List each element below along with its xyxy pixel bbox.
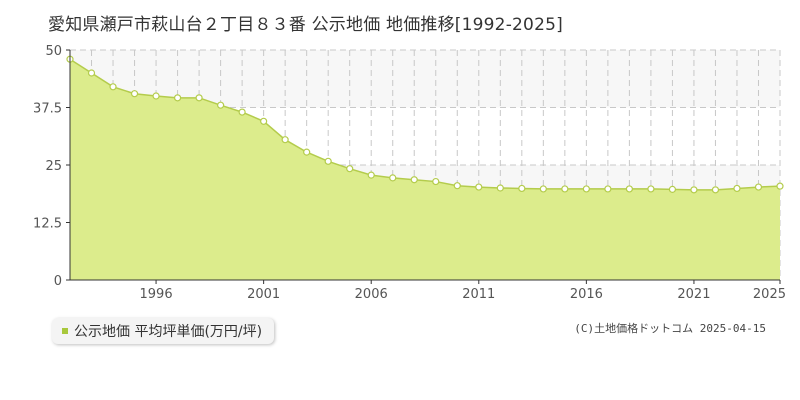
series-line: [69, 58, 781, 191]
data-point: [668, 185, 677, 193]
data-point: [625, 185, 633, 193]
data-point: [733, 184, 741, 193]
data-point: [604, 185, 612, 193]
data-point: [496, 184, 504, 192]
data-point: [130, 90, 139, 98]
legend-label: 公示地価 平均坪単価(万円/坪): [74, 324, 263, 340]
legend-swatch: [62, 328, 68, 334]
data-point: [173, 94, 182, 102]
y-tick-label: 12.5: [33, 217, 62, 232]
data-point: [561, 185, 569, 193]
data-point: [109, 83, 117, 91]
data-point: [453, 182, 461, 190]
data-point: [690, 186, 698, 194]
data-point: [389, 174, 397, 182]
data-point: [303, 148, 311, 156]
data-point: [475, 183, 483, 191]
data-point: [432, 177, 440, 186]
x-tick-label: 2006: [355, 287, 388, 302]
copyright: (C)土地価格ドットコム 2025-04-15: [574, 322, 766, 335]
data-point: [410, 176, 418, 184]
x-tick-label: 2011: [462, 287, 495, 302]
data-point: [152, 92, 160, 100]
x-tick-label: 2001: [247, 287, 280, 302]
data-point: [346, 165, 354, 173]
data-point: [87, 69, 96, 77]
data-point: [518, 184, 526, 193]
x-tick-label: 2025: [753, 287, 786, 302]
chart-title: 愛知県瀬戸市萩山台２丁目８３番 公示地価 地価推移[1992-2025]: [48, 15, 563, 35]
data-point: [238, 108, 246, 116]
data-point: [539, 185, 547, 193]
data-point: [647, 185, 655, 193]
y-tick-label: 50: [45, 44, 62, 59]
data-point: [260, 117, 268, 125]
data-point: [776, 182, 784, 190]
x-tick-label: 2021: [677, 287, 710, 302]
data-point: [711, 186, 720, 194]
data-point: [754, 183, 763, 191]
y-tick-label: 25: [45, 159, 62, 174]
data-point: [195, 94, 203, 102]
legend: 公示地価 平均坪単価(万円/坪): [52, 318, 275, 344]
data-point: [217, 101, 225, 109]
data-point: [324, 157, 332, 165]
data-point: [367, 171, 375, 179]
y-tick-label: 0: [54, 274, 62, 289]
y-tick-label: 37.5: [33, 102, 62, 117]
x-tick-label: 1996: [140, 287, 173, 302]
x-tick-label: 2016: [570, 287, 603, 302]
data-point: [582, 185, 590, 193]
data-point: [281, 136, 289, 144]
